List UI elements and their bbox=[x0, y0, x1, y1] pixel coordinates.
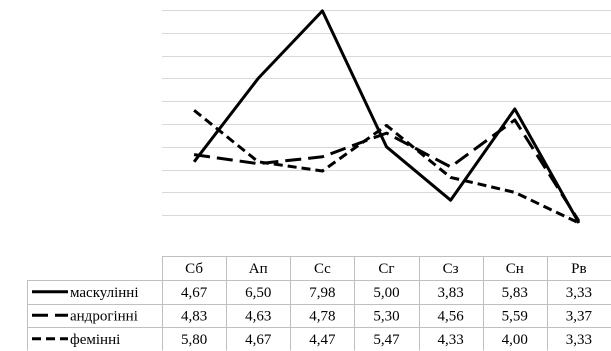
data-label: 3,83 bbox=[437, 285, 463, 301]
data-label: 5,30 bbox=[373, 309, 399, 325]
series-name-label: андрогінні bbox=[70, 309, 138, 325]
x-tick-label: Ап bbox=[249, 261, 268, 277]
data-label: 5,80 bbox=[181, 332, 207, 348]
data-label: 4,47 bbox=[309, 332, 336, 348]
series-name-label: маскулінні bbox=[70, 285, 139, 301]
series-line-1 bbox=[192, 9, 581, 224]
data-label: 4,63 bbox=[245, 309, 271, 325]
data-label: 5,83 bbox=[502, 285, 528, 301]
data-label: 4,83 bbox=[181, 309, 207, 325]
data-label: 5,00 bbox=[373, 285, 399, 301]
series-name-label: фемінні bbox=[70, 332, 120, 348]
x-tick-label: Сс bbox=[314, 261, 331, 277]
data-label: 3,33 bbox=[566, 332, 592, 348]
series-line-2 bbox=[193, 118, 581, 222]
data-label: 5,59 bbox=[502, 309, 528, 325]
data-table: Сб Ап Сс Сг Сз Сн Рв маскулінні 4,67 6,50 7,98 5,00… bbox=[27, 256, 611, 351]
x-tick-label: Сн bbox=[506, 261, 524, 277]
x-tick-label: Рв bbox=[571, 261, 586, 277]
data-label: 6,50 bbox=[245, 285, 271, 301]
data-label: 5,47 bbox=[373, 332, 400, 348]
data-label: 4,67 bbox=[181, 285, 208, 301]
data-label: 4,67 bbox=[245, 332, 272, 348]
data-label: 3,33 bbox=[566, 285, 592, 301]
data-label: 4,33 bbox=[437, 332, 463, 348]
data-label: 7,98 bbox=[309, 285, 335, 301]
data-label: 4,00 bbox=[502, 332, 528, 348]
series-line-3 bbox=[193, 109, 580, 225]
gridlines bbox=[162, 10, 611, 216]
x-tick-label: Сз bbox=[443, 261, 459, 277]
data-label: 4,78 bbox=[309, 309, 335, 325]
x-tick-label: Сг bbox=[378, 261, 394, 277]
data-label: 3,37 bbox=[566, 309, 593, 325]
data-label: 4,56 bbox=[437, 309, 464, 325]
series-lines bbox=[192, 9, 581, 225]
x-tick-label: Сб bbox=[185, 261, 203, 277]
